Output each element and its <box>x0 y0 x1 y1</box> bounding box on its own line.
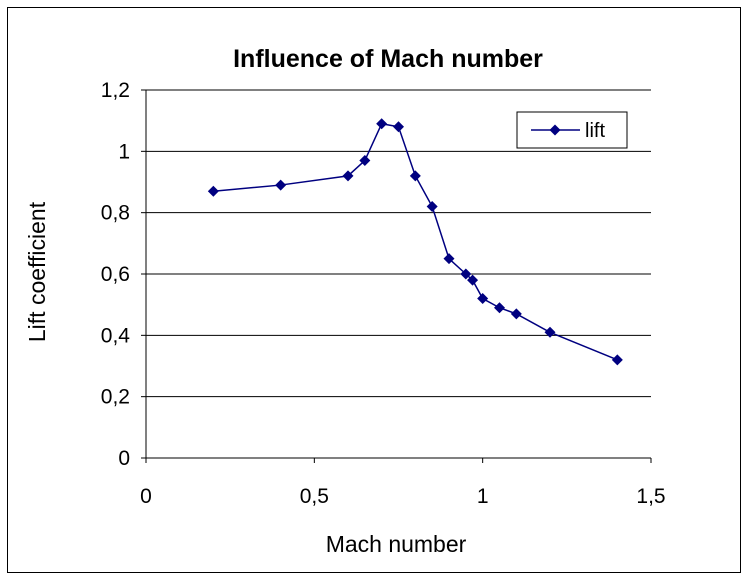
y-tick-label-4: 0,8 <box>101 202 130 225</box>
data-point-lift-2 <box>342 170 354 182</box>
data-point-lift-15 <box>611 354 623 366</box>
data-point-lift-5 <box>393 121 404 133</box>
y-tick-label-6: 1,2 <box>101 79 130 102</box>
data-point-lift-14 <box>544 326 556 338</box>
y-tick-label-2: 0,4 <box>101 324 131 347</box>
data-point-lift-6 <box>409 170 421 182</box>
legend-label-lift: lift <box>585 120 605 142</box>
data-point-lift-1 <box>275 179 287 191</box>
y-tick-label-1: 0,2 <box>101 386 130 409</box>
y-tick-label-5: 1 <box>118 140 130 163</box>
x-tick-label-3: 1,5 <box>636 485 665 508</box>
data-point-lift-8 <box>443 253 455 265</box>
data-point-lift-7 <box>426 201 438 213</box>
data-point-lift-3 <box>359 155 371 167</box>
data-point-lift-4 <box>376 118 388 130</box>
data-point-lift-9 <box>460 268 472 280</box>
series-line-lift <box>213 122 618 361</box>
x-axis-label: Mach number <box>326 531 467 557</box>
chart-title: Influence of Mach number <box>233 45 543 73</box>
data-point-lift-10 <box>467 274 479 286</box>
y-tick-label-0: 0 <box>118 447 130 470</box>
legend: lift <box>516 111 628 149</box>
data-point-lift-13 <box>510 308 522 320</box>
data-point-lift-0 <box>207 185 219 197</box>
series-lift <box>207 118 623 366</box>
grid-lines <box>146 89 651 398</box>
x-tick-label-2: 1 <box>477 485 489 508</box>
x-tick-label-0: 0 <box>140 485 152 508</box>
y-axis-label: Lift coefficient <box>24 201 50 342</box>
tick-labels: 0 0,2 0,4 0,6 0,8 1 1,2 0 0,5 1 1,5 <box>101 79 666 508</box>
chart-frame <box>7 7 741 573</box>
data-point-lift-12 <box>494 302 505 314</box>
data-point-lift-11 <box>477 293 489 305</box>
y-tick-label-3: 0,6 <box>101 263 130 286</box>
x-tick-label-1: 0,5 <box>300 485 329 508</box>
legend-diamond-icon <box>549 124 561 136</box>
